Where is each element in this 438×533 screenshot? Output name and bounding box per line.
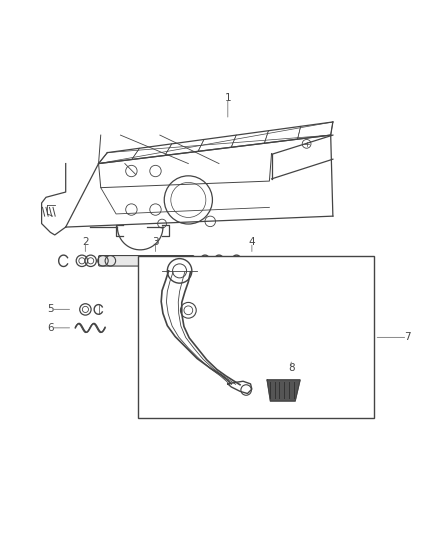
Text: 1: 1 [224,93,231,103]
Text: 4: 4 [248,237,255,247]
Bar [138,255,374,418]
Text: 2: 2 [82,237,89,247]
Text: 3: 3 [152,237,159,247]
Polygon shape [267,380,300,401]
Text: 5: 5 [47,304,54,314]
FancyBboxPatch shape [99,255,194,266]
Text: 8: 8 [288,363,295,373]
Text: 6: 6 [47,323,54,333]
Text: 7: 7 [404,333,411,343]
